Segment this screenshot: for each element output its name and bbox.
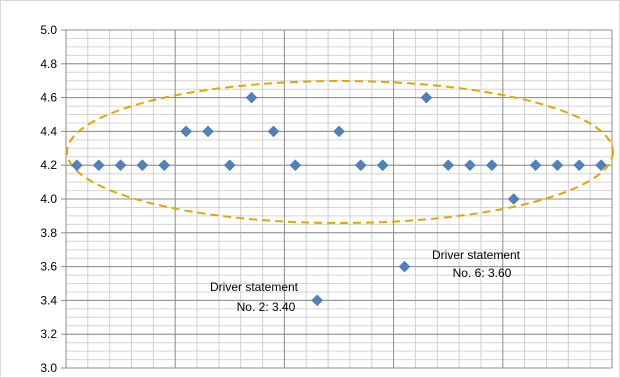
y-tick-label: 3.8 xyxy=(40,226,57,240)
data-point xyxy=(202,125,214,138)
data-point xyxy=(114,159,127,172)
data-point xyxy=(442,159,455,172)
major-gridlines xyxy=(61,29,613,369)
data-point xyxy=(245,91,258,104)
data-point xyxy=(311,294,324,307)
annotation-statement-2-line1: Driver statement xyxy=(210,280,299,294)
y-tick-label: 4.6 xyxy=(40,91,57,105)
data-point xyxy=(136,159,149,172)
data-point xyxy=(420,91,433,104)
y-tick-label: 5.0 xyxy=(40,23,57,37)
y-tick-label: 4.2 xyxy=(40,158,57,172)
data-point xyxy=(573,159,586,172)
y-tick-label: 3.6 xyxy=(40,260,57,274)
y-tick-label: 3.4 xyxy=(40,293,57,307)
y-tick-label: 4.4 xyxy=(40,124,57,138)
data-point xyxy=(92,159,105,172)
y-tick-label: 3.2 xyxy=(40,327,57,341)
annotations: Driver statement No. 2: 3.40 Driver stat… xyxy=(210,248,521,314)
y-tick-label: 4.8 xyxy=(40,57,57,71)
data-point xyxy=(376,159,389,172)
data-point xyxy=(289,159,302,172)
y-tick-label: 3.0 xyxy=(40,361,57,375)
annotation-statement-6-line1: Driver statement xyxy=(432,248,521,262)
data-point xyxy=(486,159,498,172)
data-point xyxy=(354,159,367,172)
data-point xyxy=(595,159,607,172)
data-point xyxy=(551,159,564,172)
data-point xyxy=(333,125,345,138)
annotation-statement-2-line2: No. 2: 3.40 xyxy=(237,300,296,314)
data-point xyxy=(529,159,542,172)
highlight-ellipse xyxy=(66,80,614,224)
data-point xyxy=(507,193,520,205)
data-points xyxy=(71,91,607,307)
y-tick-label: 4.0 xyxy=(40,192,57,206)
y-axis-tick-labels: 3.0 3.2 3.4 3.6 3.8 4.0 4.2 4.4 4.6 4.8 5.0 xyxy=(40,23,57,375)
annotation-statement-6-line2: No. 6: 3.60 xyxy=(453,266,512,280)
data-point xyxy=(71,159,83,172)
data-point xyxy=(158,159,171,172)
data-point xyxy=(398,260,411,273)
data-point xyxy=(267,125,280,138)
data-point xyxy=(180,125,192,138)
data-point xyxy=(223,159,236,172)
data-point xyxy=(464,159,476,172)
